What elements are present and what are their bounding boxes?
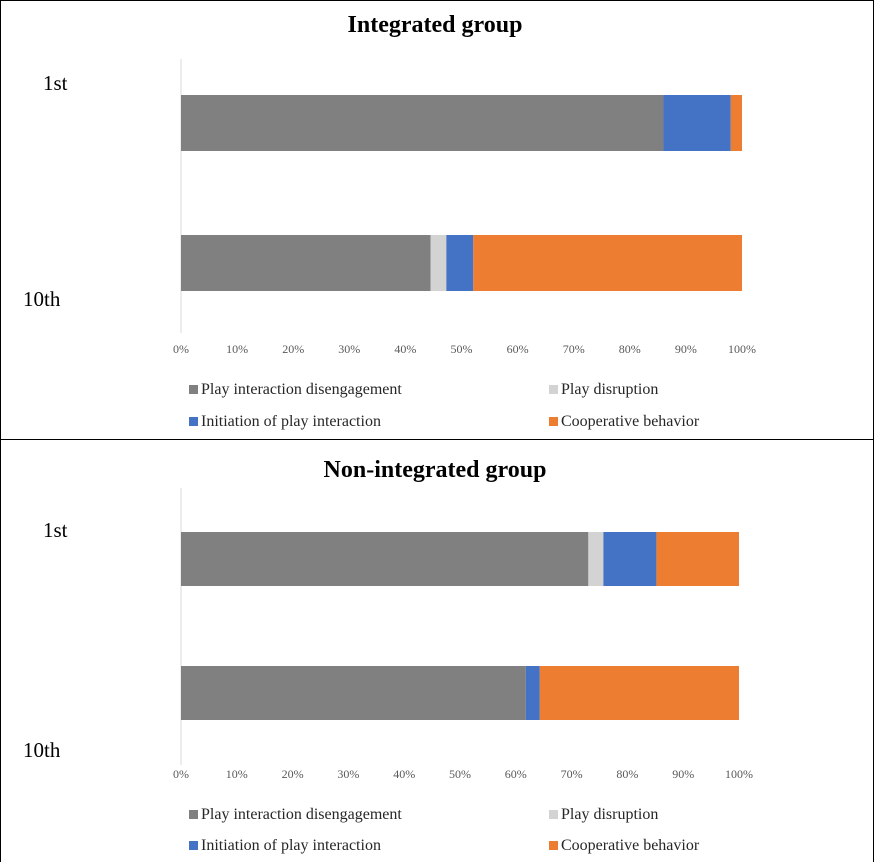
x-tick-label: 0%: [173, 767, 189, 781]
legend-label-initiation-of-play-interaction: Initiation of play interaction: [201, 413, 381, 430]
x-tick-label: 60%: [505, 767, 527, 781]
x-tick-label: 0%: [173, 342, 189, 356]
bar-1st-play-interaction-disengagement: [181, 95, 664, 151]
category-label-1st: 1st: [43, 71, 68, 95]
x-tick-label: 90%: [675, 342, 697, 356]
x-tick-label: 50%: [451, 342, 473, 356]
bar-1st-cooperative-behavior: [730, 95, 742, 151]
bar-1st-initiation-of-play-interaction: [663, 95, 731, 151]
x-tick-label: 20%: [282, 767, 304, 781]
bar-10th-initiation-of-play-interaction: [446, 235, 474, 291]
legend-label-initiation-of-play-interaction: Initiation of play interaction: [201, 837, 381, 854]
non-integrated-group-panel: Non-integrated group 1st 10th 0% 10% 20% 30% 40…: [0, 439, 874, 862]
bar-1st-cooperative-behavior: [656, 532, 739, 586]
bar-10th-cooperative-behavior: [539, 666, 739, 720]
x-tick-label: 100%: [725, 767, 753, 781]
legend-label-play-interaction-disengagement: Play interaction disengagement: [201, 806, 402, 823]
x-tick-label: 20%: [282, 342, 304, 356]
legend-swatch-play-disruption: [549, 810, 558, 819]
category-label-10th: 10th: [23, 287, 61, 311]
legend-swatch-cooperative-behavior: [549, 417, 558, 426]
bar-10th-initiation-of-play-interaction: [525, 666, 540, 720]
x-tick-label: 70%: [561, 767, 583, 781]
non-integrated-group-chart: Non-integrated group 1st 10th 0% 10% 20% 30% 40…: [23, 457, 753, 854]
legend-swatch-play-interaction-disengagement: [189, 810, 198, 819]
legend-swatch-initiation-of-play-interaction: [189, 417, 198, 426]
category-label-10th: 10th: [23, 738, 61, 762]
x-tick-label: 10%: [226, 342, 248, 356]
bar-10th-cooperative-behavior: [473, 235, 742, 291]
x-tick-label: 30%: [337, 767, 359, 781]
x-tick-label: 60%: [507, 342, 529, 356]
legend-label-cooperative-behavior: Cooperative behavior: [561, 837, 700, 854]
legend-label-play-interaction-disengagement: Play interaction disengagement: [201, 381, 402, 398]
chart-title: Non-integrated group: [324, 457, 547, 483]
x-tick-label: 80%: [619, 342, 641, 356]
x-tick-label: 70%: [563, 342, 585, 356]
chart-title: Integrated group: [348, 12, 523, 38]
category-label-1st: 1st: [43, 518, 68, 542]
integrated-group-chart: Integrated group 1st 10th 0% 10% 20% 30% 40% 50%…: [23, 12, 756, 430]
bar-1st-play-disruption: [588, 532, 604, 586]
legend-swatch-cooperative-behavior: [549, 841, 558, 850]
x-tick-label: 40%: [393, 767, 415, 781]
x-tick-label: 80%: [616, 767, 638, 781]
bar-10th-play-interaction-disengagement: [181, 666, 526, 720]
x-tick-label: 100%: [728, 342, 756, 356]
x-tick-label: 90%: [672, 767, 694, 781]
legend-label-play-disruption: Play disruption: [561, 381, 658, 398]
legend-swatch-play-disruption: [549, 385, 558, 394]
bar-1st-play-interaction-disengagement: [181, 532, 589, 586]
legend-label-play-disruption: Play disruption: [561, 806, 658, 823]
bar-10th-play-interaction-disengagement: [181, 235, 431, 291]
bar-10th-play-disruption: [430, 235, 447, 291]
x-tick-label: 40%: [394, 342, 416, 356]
legend-swatch-initiation-of-play-interaction: [189, 841, 198, 850]
x-tick-label: 30%: [338, 342, 360, 356]
integrated-group-panel: Integrated group 1st 10th 0% 10% 20% 30% 40% 50%…: [0, 0, 874, 440]
legend-label-cooperative-behavior: Cooperative behavior: [561, 413, 700, 430]
x-tick-label: 50%: [449, 767, 471, 781]
x-tick-label: 10%: [226, 767, 248, 781]
legend-swatch-play-interaction-disengagement: [189, 385, 198, 394]
bar-1st-initiation-of-play-interaction: [603, 532, 657, 586]
